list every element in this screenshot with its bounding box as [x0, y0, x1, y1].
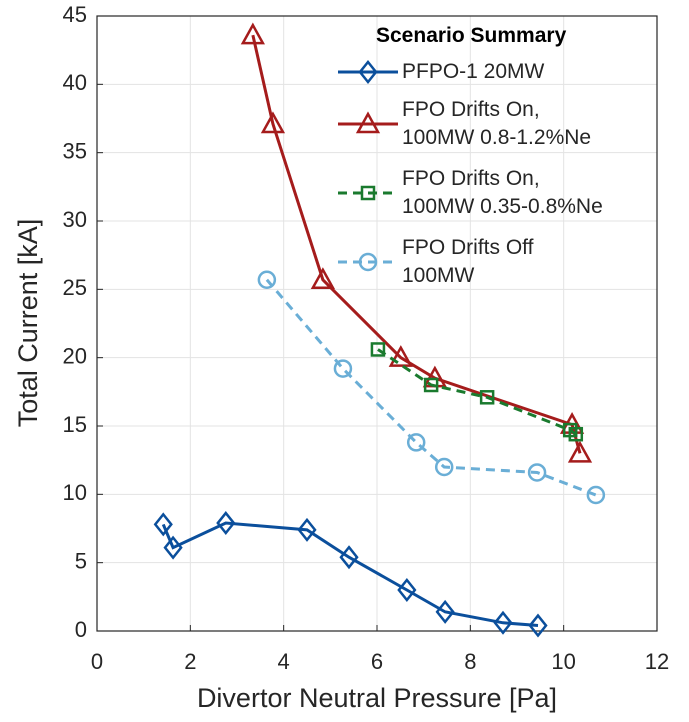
marker [297, 517, 317, 542]
marker [370, 342, 386, 357]
marker [423, 377, 439, 393]
y-tick-label: 0 [75, 617, 87, 642]
marker [153, 512, 173, 537]
marker [586, 485, 606, 505]
x-tick-label: 2 [184, 649, 196, 674]
series-line [265, 278, 597, 497]
marker [406, 433, 426, 452]
marker [240, 22, 265, 45]
marker [435, 599, 455, 624]
marker [216, 511, 236, 536]
series-line [377, 348, 577, 436]
marker [397, 577, 417, 603]
marker [163, 535, 183, 560]
x-tick-label: 4 [278, 649, 290, 674]
y-tick-label: 20 [63, 343, 87, 368]
marker [528, 613, 548, 638]
y-tick-label: 15 [63, 412, 87, 437]
x-tick-label: 6 [371, 649, 383, 674]
y-tick-label: 45 [63, 2, 87, 27]
legend-label: FPO Drifts Off 100MW [402, 236, 534, 287]
legend-marker [358, 252, 378, 272]
marker [257, 270, 277, 290]
legend-title: Scenario Summary [376, 24, 567, 47]
x-tick-label: 12 [645, 649, 669, 674]
y-tick-label: 30 [63, 207, 87, 232]
marker [260, 111, 286, 134]
y-axis-label: Total Current [kA] [13, 219, 43, 428]
y-tick-label: 5 [75, 548, 87, 573]
legend-marker [355, 111, 381, 134]
marker [434, 457, 454, 477]
marker [527, 463, 547, 482]
x-tick-label: 10 [551, 649, 575, 674]
x-tick-label: 0 [91, 649, 103, 674]
marker [493, 610, 513, 635]
y-tick-label: 35 [63, 138, 87, 163]
marker [310, 267, 335, 290]
legend-marker [360, 185, 376, 201]
x-tick-label: 8 [464, 649, 476, 674]
marker [388, 345, 413, 367]
marker [568, 426, 584, 442]
marker [333, 359, 353, 378]
legend-label: FPO Drifts On, 100MW 0.8-1.2%Ne [402, 98, 592, 149]
y-tick-label: 10 [63, 480, 87, 505]
legend-label: FPO Drifts On, 100MW 0.35-0.8%Ne [402, 167, 603, 218]
marker [479, 390, 495, 405]
y-tick-label: 40 [63, 70, 87, 95]
series-line [161, 521, 539, 628]
marker [339, 545, 359, 570]
x-axis-label: Divertor Neutral Pressure [Pa] [197, 683, 557, 713]
marker [567, 440, 593, 463]
legend-label: PFPO-1 20MW [402, 60, 545, 83]
legend-marker [358, 59, 378, 85]
y-tick-label: 25 [63, 275, 87, 300]
axes-box [96, 15, 658, 632]
